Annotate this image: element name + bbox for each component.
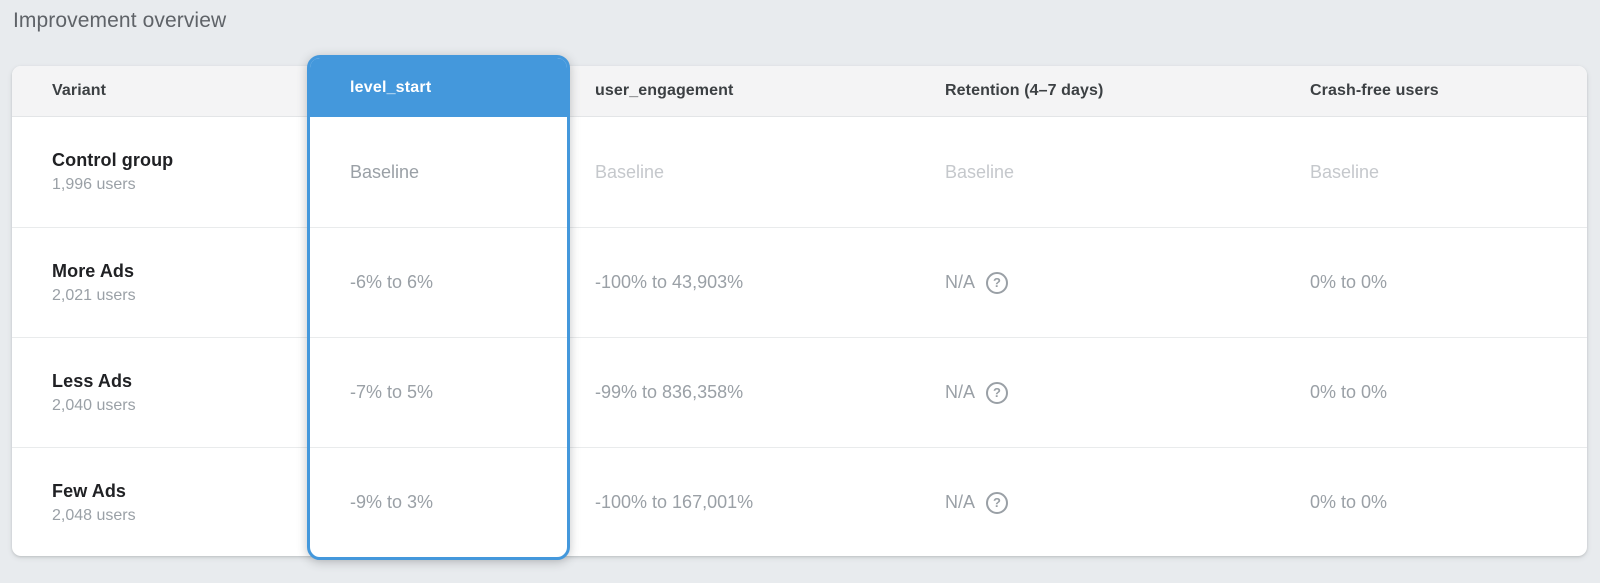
variant-user-count: 2,021 users	[52, 286, 136, 304]
user-engagement-cell: -100% to 43,903%	[595, 272, 744, 292]
table-row-few-ads: Few Ads 2,048 users -100% to 167,001% N/…	[12, 447, 1587, 556]
table-row-more-ads: More Ads 2,021 users -100% to 43,903% N/…	[12, 227, 1587, 337]
crash-free-cell: 0% to 0%	[1310, 492, 1388, 512]
variant-name: More Ads	[52, 260, 135, 281]
retention-cell: N/A ?	[920, 228, 1285, 337]
retention-cell: N/A ?	[920, 338, 1285, 447]
table-row-less-ads: Less Ads 2,040 users -99% to 836,358% N/…	[12, 337, 1587, 447]
level-start-cell: -9% to 3%	[310, 447, 567, 557]
selected-metric-column-card: level_start Baseline -6% to 6% -7% to 5%…	[307, 55, 570, 560]
variant-cell: Control group 1,996 users	[12, 117, 307, 227]
variant-name: Less Ads	[52, 370, 133, 391]
page-title: Improvement overview	[13, 9, 227, 32]
variant-cell: Less Ads 2,040 users	[12, 338, 307, 447]
table-header-row: Variant user_engagement Retention (4–7 d…	[12, 66, 1587, 117]
table-row-control-group: Control group 1,996 users Baseline Basel…	[12, 117, 1587, 227]
improvement-overview-table: Variant user_engagement Retention (4–7 d…	[12, 66, 1587, 556]
help-icon[interactable]: ?	[986, 491, 1009, 514]
help-icon[interactable]: ?	[986, 381, 1009, 404]
column-header-crash-free[interactable]: Crash-free users	[1310, 82, 1439, 99]
column-header-user-engagement[interactable]: user_engagement	[595, 82, 734, 99]
crash-free-cell: 0% to 0%	[1310, 272, 1388, 292]
variant-cell: Few Ads 2,048 users	[12, 448, 307, 556]
level-start-cell: -7% to 5%	[310, 337, 567, 447]
variant-user-count: 2,048 users	[52, 506, 136, 524]
column-header-retention[interactable]: Retention (4–7 days)	[945, 82, 1104, 99]
retention-value: N/A	[945, 382, 976, 402]
level-start-cell: Baseline	[350, 161, 420, 182]
variant-user-count: 2,040 users	[52, 396, 136, 414]
variant-cell: More Ads 2,021 users	[12, 228, 307, 337]
variant-name: Control group	[52, 150, 174, 170]
retention-cell: Baseline	[945, 161, 1015, 182]
retention-cell: N/A ?	[920, 448, 1285, 556]
help-icon[interactable]: ?	[986, 271, 1009, 294]
level-start-cell: -6% to 6%	[310, 227, 567, 337]
column-header-variant: Variant	[52, 82, 107, 99]
variant-name: Few Ads	[52, 480, 127, 501]
user-engagement-cell: Baseline	[595, 161, 665, 182]
column-header-level-start[interactable]: level_start	[310, 58, 567, 117]
retention-value: N/A	[945, 272, 976, 292]
crash-free-cell: Baseline	[1310, 161, 1380, 182]
retention-value: N/A	[945, 492, 976, 512]
user-engagement-cell: -99% to 836,358%	[595, 382, 744, 402]
user-engagement-cell: -100% to 167,001%	[595, 492, 754, 512]
crash-free-cell: 0% to 0%	[1310, 382, 1388, 402]
variant-user-count: 1,996 users	[52, 176, 136, 193]
